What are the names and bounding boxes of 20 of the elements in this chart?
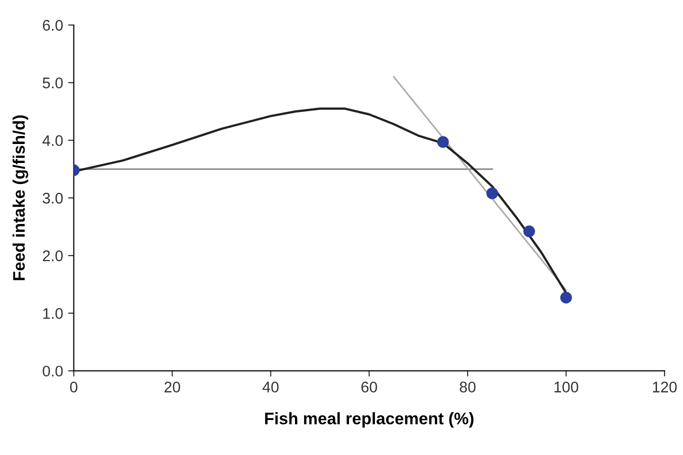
- y-tick-label: 2.0: [42, 250, 63, 262]
- y-axis-title: Feed intake (g/fish/d): [12, 115, 28, 280]
- x-tick-label: 20: [164, 382, 180, 392]
- x-tick-label: 100: [554, 382, 578, 392]
- point: [437, 136, 449, 148]
- point: [560, 292, 572, 304]
- x-axis-title: Fish meal replacement (%): [265, 412, 474, 428]
- y-tick-label: 6.0: [42, 20, 63, 31]
- x-tick-label: 0: [70, 382, 78, 392]
- y-tick-label: 0.0: [42, 366, 63, 377]
- point: [486, 187, 498, 200]
- y-tick-label: 5.0: [42, 78, 63, 88]
- x-tick-label: 120: [652, 382, 677, 392]
- point: [523, 226, 536, 238]
- x-tick-label: 60: [361, 382, 378, 392]
- y-tick-label: 1.0: [43, 308, 63, 319]
- y-tick-label: 4.0: [42, 135, 63, 146]
- x-tick-label: 40: [262, 382, 279, 392]
- x-tick-label: 80: [460, 382, 476, 392]
- y-tick-label: 3.0: [42, 192, 63, 204]
